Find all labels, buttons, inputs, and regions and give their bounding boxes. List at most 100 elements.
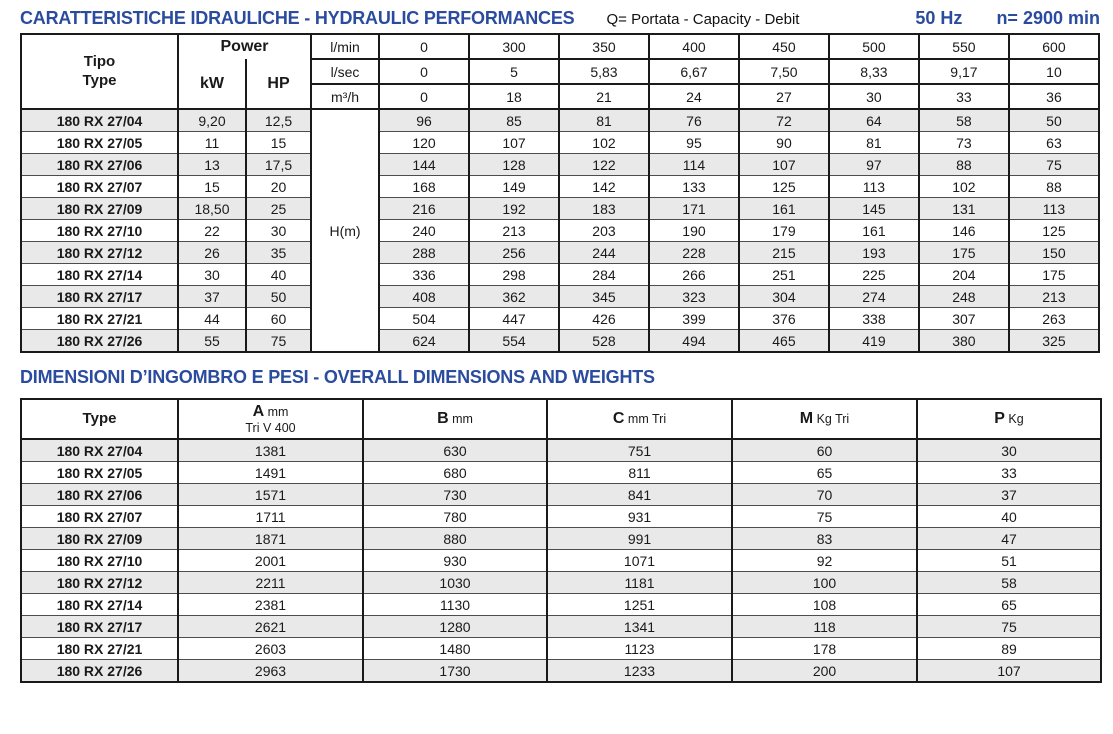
frequency-label: 50 Hz	[915, 8, 963, 28]
dimension-value: 51	[916, 549, 1102, 572]
dim-letter: A	[252, 402, 265, 420]
dimensions-row: 180 RX 27/09 1871 880 991 83 47	[20, 527, 1102, 550]
flow-row: Tipo Type Power l/min 0 300 350 400 450 500 550…	[20, 33, 1101, 110]
power-hp-value: 35	[244, 241, 313, 264]
dimension-value: 1233	[546, 659, 733, 683]
dimension-value: 70	[731, 483, 918, 506]
dim-column-header: C mm Tri	[546, 398, 733, 440]
head-value: 81	[557, 108, 650, 132]
head-value: 256	[468, 241, 560, 264]
head-value: 85	[468, 108, 560, 132]
dimension-value: 1123	[546, 637, 733, 660]
dim-letter: P	[994, 409, 1005, 427]
dim-column-header: Type	[20, 398, 179, 440]
dimension-value: 1071	[546, 549, 733, 572]
dimension-value: 2963	[177, 659, 364, 683]
flow-value: 10	[1007, 58, 1101, 85]
power-kw-value: 13	[177, 153, 247, 176]
pump-type: 180 RX 27/04	[20, 438, 179, 462]
head-value: 325	[1007, 329, 1101, 353]
head-value: 122	[557, 153, 650, 176]
head-value: 215	[737, 241, 830, 264]
dimension-value: 65	[731, 461, 918, 484]
head-value: 175	[917, 241, 1010, 264]
head-value: 380	[917, 329, 1010, 353]
flow-value: 7,50	[737, 58, 830, 85]
head-value: 95	[647, 131, 740, 154]
head-value: 504	[378, 307, 470, 330]
flow-value: 24	[647, 83, 740, 110]
head-value: 88	[917, 153, 1010, 176]
flow-value: 36	[1007, 83, 1101, 110]
dimension-value: 200	[731, 659, 918, 683]
head-value: 183	[557, 197, 650, 220]
flow-value: 600	[1007, 33, 1101, 60]
dimension-value: 40	[916, 505, 1102, 528]
head-value: 426	[557, 307, 650, 330]
flow-value: 550	[917, 33, 1010, 60]
catalog-page: CARATTERISTICHE IDRAULICHE - HYDRAULIC P…	[20, 8, 1102, 683]
pump-type: 180 RX 27/21	[20, 637, 179, 660]
dimension-value: 1480	[362, 637, 548, 660]
head-value: 248	[917, 285, 1010, 308]
dimension-value: 1491	[177, 461, 364, 484]
flow-value: 33	[917, 83, 1010, 110]
pump-type: 180 RX 27/14	[20, 593, 179, 616]
head-value: 304	[737, 285, 830, 308]
flow-row: kW HP l/sec 0 5 5,83 6,67 7,50 8,33 9,17 10	[21, 58, 1101, 110]
power-hp-value: 17,5	[244, 153, 313, 176]
pump-type: 180 RX 27/04	[20, 108, 179, 132]
head-value: 161	[737, 197, 830, 220]
head-value: 338	[827, 307, 920, 330]
dimension-value: 1130	[362, 593, 548, 616]
hydraulic-row: 180 RX 27/21 44 60 504 447 426 399 376 338 307 263	[20, 307, 1101, 330]
head-value: 204	[917, 263, 1010, 286]
pump-type: 180 RX 27/05	[20, 461, 179, 484]
dimension-value: 65	[916, 593, 1102, 616]
head-value: 102	[917, 175, 1010, 198]
head-value: 192	[468, 197, 560, 220]
head-value: 58	[917, 108, 1010, 132]
pump-type: 180 RX 27/17	[20, 285, 179, 308]
head-value: 113	[1007, 197, 1101, 220]
dimension-value: 630	[362, 438, 548, 462]
flow-row: m³/h 0 18 21 24 27 30 33 36	[21, 83, 1101, 110]
dimension-value: 100	[731, 571, 918, 594]
flow-value: 300	[468, 33, 560, 60]
power-kw-value: 15	[177, 175, 247, 198]
hydraulic-performance-table: Tipo Type Power l/min 0 300 350 400 450 500 550…	[20, 33, 1101, 353]
power-kw-value: 30	[177, 263, 247, 286]
dimension-value: 1871	[177, 527, 364, 550]
hydraulic-row: 180 RX 27/14 30 40 336 298 284 266 251 225 204 175	[20, 263, 1101, 286]
hydraulic-row: 180 RX 27/05 11 15 120 107 102 95 90 81 73 63	[20, 131, 1101, 154]
dimensions-row: 180 RX 27/12 2211 1030 1181 100 58	[20, 571, 1102, 594]
head-value: 554	[468, 329, 560, 353]
pump-type: 180 RX 27/06	[20, 483, 179, 506]
pump-type: 180 RX 27/07	[20, 175, 179, 198]
flow-value: 5	[468, 58, 560, 85]
dimensions-title: DIMENSIONI D’INGOMBRO E PESI - OVERALL D…	[20, 367, 655, 387]
dimension-value: 1251	[546, 593, 733, 616]
dim-column-header: P Kg	[916, 398, 1102, 440]
dim-letter: C	[612, 409, 625, 427]
dimension-value: 92	[731, 549, 918, 572]
flow-value: 450	[737, 33, 830, 60]
hydraulic-title: CARATTERISTICHE IDRAULICHE - HYDRAULIC P…	[20, 8, 575, 28]
dimensions-row: 180 RX 27/04 1381 630 751 60 30	[20, 438, 1102, 462]
dim-column-header: M Kg Tri	[731, 398, 918, 440]
head-value: 76	[647, 108, 740, 132]
dim-unit: Kg	[1004, 411, 1024, 426]
head-value: 88	[1007, 175, 1101, 198]
head-value: 213	[468, 219, 560, 242]
dimensions-row: 180 RX 27/26 2963 1730 1233 200 107	[20, 659, 1102, 683]
head-value: 145	[827, 197, 920, 220]
hydraulic-tbody: 180 RX 27/04 9,20 12,5 H(m) 96 85 81 76 72 64 58 50…	[20, 108, 1101, 353]
dimension-value: 33	[916, 461, 1102, 484]
head-value: 251	[737, 263, 830, 286]
kw-column-header: kW	[177, 59, 247, 110]
speed-label: n= 2900 min	[996, 8, 1100, 28]
head-value: 298	[468, 263, 560, 286]
power-hp-value: 25	[244, 197, 313, 220]
head-value: 362	[468, 285, 560, 308]
pump-type: 180 RX 27/09	[20, 197, 179, 220]
